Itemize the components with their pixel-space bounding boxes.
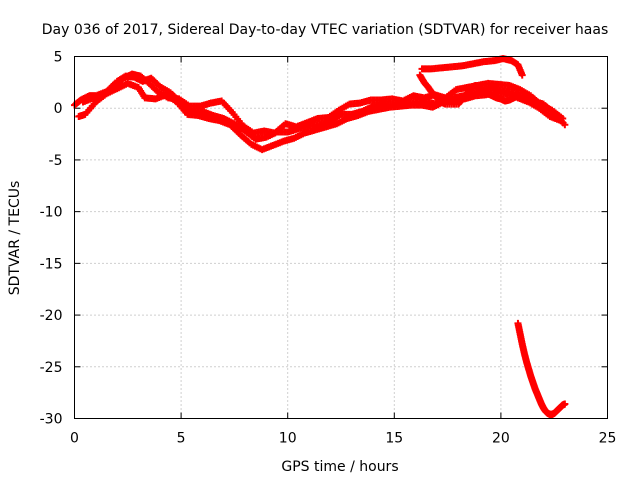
decay-tail-marker xyxy=(561,400,569,408)
y-tick-label: -15 xyxy=(40,256,63,272)
chart-title: Day 036 of 2017, Sidereal Day-to-day VTE… xyxy=(42,22,609,38)
main-track-c-marker xyxy=(559,115,567,123)
grid-lines xyxy=(74,56,608,419)
y-tick-label: -10 xyxy=(40,205,63,221)
x-tick-label: 20 xyxy=(492,431,510,447)
y-tick-label: -30 xyxy=(40,412,63,428)
transition-segments-marker xyxy=(514,92,522,100)
x-axis-label: GPS time / hours xyxy=(281,459,398,475)
y-axis-label: SDTVAR / TECUs xyxy=(7,181,23,296)
axis-ticks: 0 5 10 15 20 25 5 0 -5 -10 -15 -20 -25 -30 xyxy=(40,50,617,447)
x-tick-label: 5 xyxy=(177,431,186,447)
y-tick-label: -5 xyxy=(49,153,63,169)
upper-track-marker xyxy=(518,71,526,79)
y-tick-label: -25 xyxy=(40,360,63,376)
x-tick-label: 10 xyxy=(279,431,297,447)
main-track-a-marker xyxy=(561,121,569,129)
x-tick-label: 15 xyxy=(385,431,403,447)
x-tick-label: 0 xyxy=(70,431,79,447)
y-tick-label: 5 xyxy=(54,50,63,66)
x-tick-label: 25 xyxy=(599,431,617,447)
y-tick-label: 0 xyxy=(54,101,63,117)
plot-frame xyxy=(74,56,608,419)
data-markers xyxy=(71,55,569,418)
y-tick-label: -20 xyxy=(40,308,63,324)
